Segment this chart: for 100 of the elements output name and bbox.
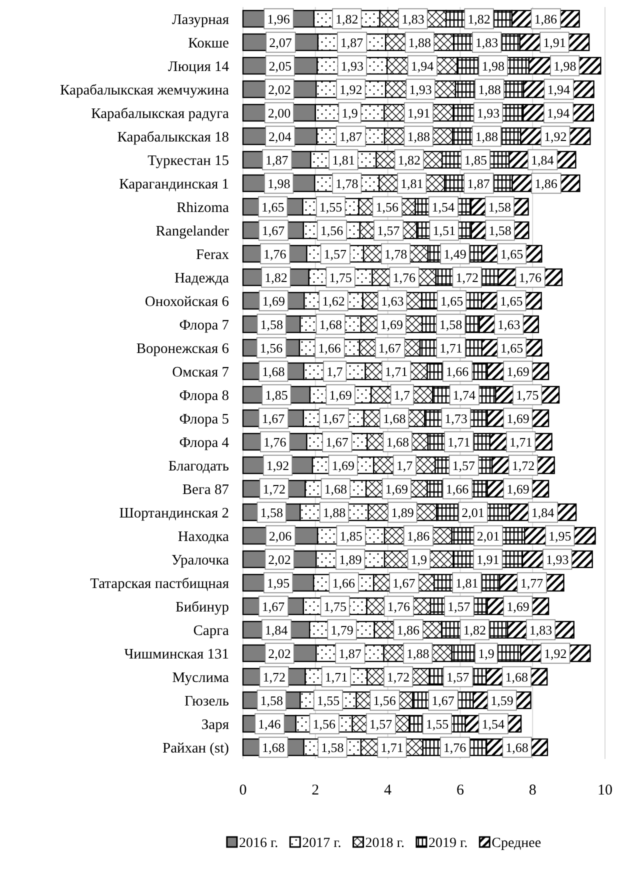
data-label: 1,58 [260,316,283,332]
data-label: 1,68 [506,740,528,755]
data-label: 1,65 [500,340,524,356]
data-label: 1,74 [452,387,476,402]
data-label: 1,54 [432,199,456,214]
data-label: 1,81 [400,176,424,191]
y-tick-label: Флора 4 [179,434,230,451]
y-tick-label: Находка [178,528,230,545]
data-label: 1,57 [376,222,400,238]
y-tick-label: Гюзель [184,693,230,710]
data-label: 1,56 [260,340,284,356]
data-label: 1,57 [369,716,393,732]
data-label: 1,62 [322,293,345,308]
y-tick-label: Флора 5 [179,411,229,428]
data-label: 1,46 [258,716,282,732]
data-label: 1,69 [385,481,408,496]
data-label: 1,51 [432,222,456,238]
data-label: 1,84 [531,152,554,168]
x-tick-label: 6 [456,782,464,799]
y-tick-label: Онохойская 6 [144,294,229,310]
y-tick-label: Лазурная [172,12,230,28]
data-label: 1,93 [409,82,432,97]
data-label: 1,69 [506,598,530,614]
data-label: 1,72 [456,270,478,285]
data-label: 1,69 [506,410,530,426]
data-label: 1,93 [476,105,500,120]
data-label: 1,96 [267,11,290,26]
y-tick-label: Благодать [168,458,230,474]
data-label: 1,98 [553,58,576,74]
data-label: 1,75 [516,387,539,402]
x-tick-label: 8 [528,782,536,799]
data-label: 1,72 [386,669,410,684]
data-label: 1,88 [407,128,430,144]
data-label: 1,79 [330,622,354,638]
data-label: 1,71 [380,740,404,755]
y-tick-label: Сарга [193,622,230,639]
data-label: 1,82 [468,11,490,26]
data-label: 1,72 [262,481,286,496]
y-tick-label: Флора 8 [179,388,229,404]
data-label: 1,56 [373,692,396,708]
y-tick-label: Люция 14 [168,58,230,75]
data-label: 1,67 [378,340,402,356]
data-label: 1,49 [444,246,466,262]
data-label: 1,87 [340,34,364,50]
data-label: 1,57 [446,669,470,684]
data-label: 1,83 [402,11,424,26]
data-label: 1,76 [392,270,416,285]
x-tick-label: 2 [312,782,320,799]
y-tick-label: Карабалыкская жемчужина [60,82,230,98]
data-label: 1,92 [340,82,362,97]
data-label: 1,56 [376,199,399,214]
data-label: 1,87 [467,176,490,191]
data-label: 1,68 [319,316,342,332]
data-label: 1,72 [512,458,535,473]
data-label: 1,65 [500,293,523,308]
data-label: 1,67 [262,222,286,238]
data-label: 1,67 [326,434,349,450]
data-label: 1,88 [406,646,430,661]
data-label: 2,02 [268,552,291,567]
x-tick-label: 0 [239,782,247,799]
data-label: 1,66 [446,364,470,379]
legend-label: 2018 г. [365,836,404,851]
x-tick-label: 10 [598,782,612,799]
data-label: 1,68 [386,434,409,450]
data-label: 1,57 [452,458,476,473]
data-label: 2,02 [268,646,291,661]
data-label: 1,86 [406,528,430,544]
data-label: 1,58 [488,222,512,238]
y-tick-label: Муслима [172,670,230,686]
data-label: 1,63 [380,293,404,308]
data-label: 1,88 [322,504,346,520]
data-label: 1,7 [396,458,414,473]
data-label: 1,91 [543,34,566,50]
data-label: 1,71 [509,434,532,450]
data-label: 1,7 [394,387,411,402]
data-label: 1,73 [444,410,468,426]
data-label: 2,00 [268,105,291,120]
data-label: 1,76 [443,740,467,755]
data-label: 1,95 [548,528,572,544]
data-label: 1,92 [544,646,567,661]
y-tick-label: Туркестан 15 [148,152,229,169]
data-label: 1,58 [260,692,283,708]
data-label: 1,86 [534,11,558,26]
data-label: 1,68 [262,364,285,379]
data-label: 1,69 [380,316,403,332]
data-label: 1,95 [266,575,290,590]
data-label: 1,87 [339,128,363,144]
data-label: 1,84 [531,504,555,520]
data-label: 1,75 [324,598,347,614]
legend-label: Среднее [492,836,542,851]
data-label: 1,67 [262,410,286,426]
data-label: 1,81 [332,152,355,168]
data-label: 1,82 [398,152,421,168]
data-label: 2,01 [462,504,484,520]
data-label: 1,71 [324,669,348,684]
data-label: 1,67 [392,575,416,590]
data-label: 1,69 [329,387,352,402]
data-label: 1,76 [263,246,287,262]
data-label: 1,7 [326,364,344,379]
data-label: 1,91 [407,105,430,120]
